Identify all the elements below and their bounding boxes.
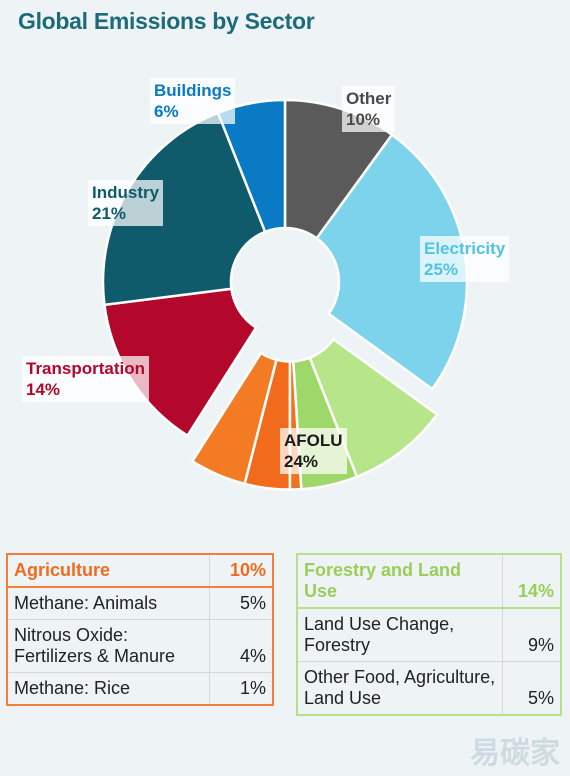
- label-electricity-name: Electricity: [424, 239, 506, 258]
- table-row: Nitrous Oxide: Fertilizers & Manure 4%: [8, 619, 272, 673]
- label-transportation-pct: 14%: [26, 380, 61, 399]
- label-electricity: Electricity 25%: [420, 236, 510, 282]
- table-row: Methane: Rice 1%: [8, 672, 272, 704]
- slice-electricity: [314, 133, 469, 391]
- chart-title: Global Emissions by Sector: [18, 8, 315, 34]
- agriculture-row-label: Methane: Animals: [14, 593, 158, 613]
- forestry-row-value: 9%: [502, 608, 560, 662]
- table-row: Methane: Animals 5%: [8, 587, 272, 620]
- label-afolu-pct: 24%: [284, 452, 319, 471]
- agriculture-header-row: Agriculture 10%: [8, 555, 272, 587]
- agriculture-row-label: Methane: Rice: [14, 678, 131, 698]
- label-buildings-pct: 6%: [154, 102, 179, 121]
- forestry-header-value: 14%: [502, 555, 560, 608]
- label-buildings-name: Buildings: [154, 81, 232, 100]
- forestry-row-label: Other Food, Agriculture, Land Use: [304, 667, 496, 708]
- label-industry-pct: 21%: [92, 204, 127, 223]
- table-row: Land Use Change, Forestry 9%: [298, 608, 560, 662]
- label-other-pct: 10%: [346, 110, 381, 129]
- slice-transportation: [103, 287, 258, 438]
- label-transportation: Transportation 14%: [22, 356, 150, 402]
- agriculture-row-value: 1%: [209, 672, 272, 704]
- label-electricity-pct: 25%: [424, 260, 459, 279]
- forestry-header: Forestry and Land Use: [304, 560, 462, 601]
- label-other-name: Other: [346, 89, 392, 108]
- slice-afolu-methane-animals: [190, 351, 278, 486]
- label-afolu-name: AFOLU: [284, 431, 343, 450]
- forestry-row-value: 5%: [502, 661, 560, 714]
- forestry-row-label: Land Use Change, Forestry: [304, 614, 455, 655]
- agriculture-row-label: Nitrous Oxide: Fertilizers & Manure: [14, 625, 176, 666]
- agriculture-row-value: 5%: [209, 587, 272, 620]
- label-other: Other 10%: [342, 86, 396, 132]
- table-row: Other Food, Agriculture, Land Use 5%: [298, 661, 560, 714]
- agriculture-table: Agriculture 10% Methane: Animals 5% Nitr…: [6, 553, 274, 706]
- label-transportation-name: Transportation: [26, 359, 146, 378]
- watermark-logo: 易碳家: [470, 737, 560, 770]
- forestry-header-row: Forestry and Land Use 14%: [298, 555, 560, 608]
- label-afolu: AFOLU 24%: [280, 428, 347, 474]
- label-industry-name: Industry: [92, 183, 160, 202]
- label-industry: Industry 21%: [88, 180, 164, 226]
- slice-afolu-land-use-change-forestry: [308, 337, 439, 479]
- label-buildings: Buildings 6%: [150, 78, 236, 124]
- agriculture-header: Agriculture: [14, 560, 111, 580]
- forestry-table: Forestry and Land Use 14% Land Use Chang…: [296, 553, 562, 716]
- slice-industry: [101, 111, 267, 307]
- agriculture-row-value: 4%: [209, 619, 272, 673]
- agriculture-header-value: 10%: [209, 555, 272, 587]
